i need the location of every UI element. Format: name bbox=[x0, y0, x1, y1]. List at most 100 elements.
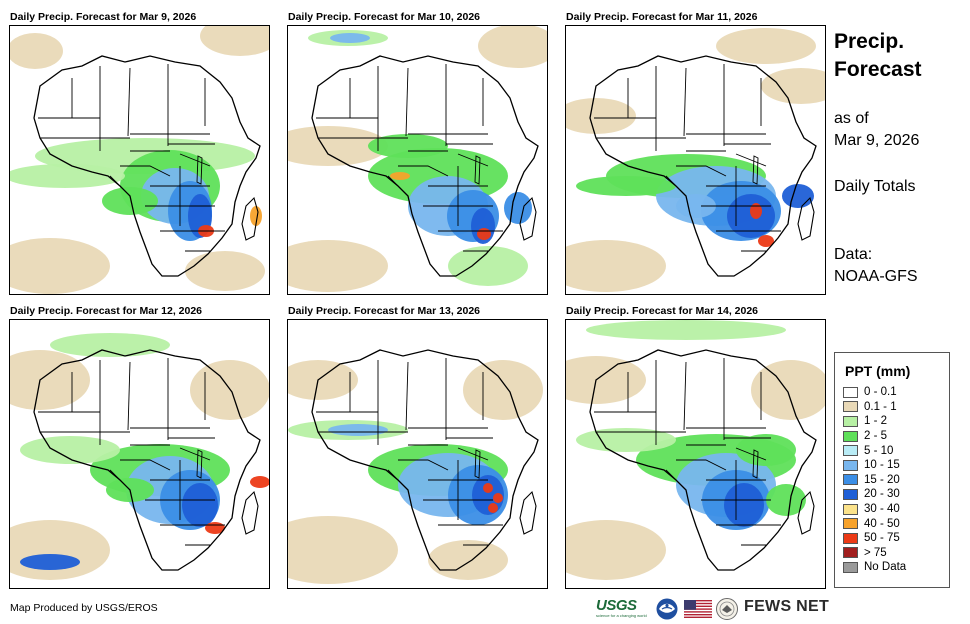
country-borders bbox=[316, 358, 503, 546]
precip-blob bbox=[10, 238, 110, 294]
fews-net-label: FEWS NET bbox=[744, 598, 830, 615]
title-line-2: Forecast bbox=[834, 58, 922, 81]
country-border bbox=[179, 447, 211, 461]
legend-swatch bbox=[843, 401, 858, 413]
precip-blob bbox=[716, 28, 816, 64]
precip-blob bbox=[102, 187, 158, 215]
legend-swatch bbox=[843, 561, 858, 573]
precip-blob bbox=[288, 516, 398, 584]
legend-label: 20 - 30 bbox=[864, 488, 900, 501]
legend-item: > 75 bbox=[843, 546, 949, 561]
precip-field bbox=[288, 26, 547, 292]
precip-blob bbox=[190, 360, 269, 420]
usgs-logo-text: USGS bbox=[596, 597, 637, 614]
usgs-tagline: science for a changing world bbox=[596, 613, 647, 618]
precip-blob bbox=[200, 26, 269, 56]
legend-item: 40 - 50 bbox=[843, 516, 949, 531]
map-credit: Map Produced by USGS/EROS bbox=[10, 602, 158, 614]
africa-coastline bbox=[311, 349, 539, 571]
panel-4-title: Daily Precip. Forecast for Mar 12, 2026 bbox=[10, 305, 203, 317]
precip-blob bbox=[566, 520, 666, 580]
title-line-1: Precip. bbox=[834, 30, 905, 53]
map-panel-2 bbox=[287, 25, 548, 295]
as-of-date: Mar 9, 2026 bbox=[834, 132, 920, 149]
precip-blob bbox=[736, 434, 796, 466]
precip-blob bbox=[288, 240, 388, 292]
legend-item: 5 - 10 bbox=[843, 443, 949, 458]
noaa-logo-icon bbox=[656, 598, 678, 620]
legend-swatch bbox=[843, 430, 858, 442]
legend-item: 50 - 75 bbox=[843, 531, 949, 546]
precip-blob bbox=[328, 424, 388, 436]
precip-blob bbox=[250, 206, 262, 226]
precip-blob bbox=[566, 356, 646, 404]
precip-blob bbox=[288, 360, 358, 400]
legend-item: 30 - 40 bbox=[843, 502, 949, 517]
panel-3-title: Daily Precip. Forecast for Mar 11, 2026 bbox=[566, 11, 758, 23]
lake-outline bbox=[196, 449, 203, 479]
precip-blob bbox=[428, 540, 508, 580]
precip-blob bbox=[288, 126, 388, 166]
legend-title: PPT (mm) bbox=[845, 363, 911, 379]
precip-blob bbox=[576, 176, 676, 196]
madagascar-outline bbox=[241, 490, 259, 535]
precip-blob bbox=[724, 483, 764, 527]
forecast-title: Precip. Forecast bbox=[834, 28, 922, 84]
country-border bbox=[127, 67, 131, 137]
legend-label: 0.1 - 1 bbox=[864, 400, 897, 413]
precip-blob bbox=[761, 68, 825, 104]
as-of-label: as of bbox=[834, 110, 869, 127]
precip-blob bbox=[576, 428, 676, 452]
madagascar-outline bbox=[519, 196, 537, 241]
madagascar-outline bbox=[797, 490, 815, 535]
precip-blob bbox=[493, 493, 503, 503]
legend-item: 20 - 30 bbox=[843, 487, 949, 502]
precip-field bbox=[566, 320, 825, 580]
precip-blob bbox=[750, 203, 762, 219]
country-border bbox=[179, 153, 211, 167]
precip-map-5 bbox=[288, 349, 543, 584]
precip-blob bbox=[488, 503, 498, 513]
data-label: Data: bbox=[834, 246, 873, 263]
legend-item: No Data bbox=[843, 560, 949, 575]
legend-swatch bbox=[843, 547, 858, 559]
legend-label: 1 - 2 bbox=[864, 415, 888, 428]
precip-map-1 bbox=[10, 26, 269, 294]
legend-item: 0.1 - 1 bbox=[843, 400, 949, 415]
precip-blob bbox=[182, 483, 218, 527]
madagascar-outline bbox=[519, 490, 537, 535]
country-border bbox=[735, 447, 767, 461]
lake-outline bbox=[752, 155, 759, 185]
precip-blob bbox=[483, 483, 493, 493]
africa-coastline bbox=[589, 55, 817, 277]
precip-blob bbox=[10, 520, 110, 580]
data-source: NOAA-GFS bbox=[834, 268, 918, 285]
country-border bbox=[405, 361, 409, 431]
precip-blob bbox=[368, 134, 448, 158]
precip-blob bbox=[448, 246, 528, 286]
precip-blob bbox=[10, 350, 90, 410]
country-borders bbox=[38, 64, 225, 252]
precip-map-6 bbox=[566, 320, 825, 580]
country-border bbox=[735, 153, 767, 167]
lake-outline bbox=[474, 155, 481, 185]
precip-blob bbox=[10, 33, 63, 69]
panel-5-title: Daily Precip. Forecast for Mar 13, 2026 bbox=[288, 305, 481, 317]
country-border bbox=[676, 165, 727, 177]
legend-swatch bbox=[843, 386, 858, 398]
map-panel-1 bbox=[9, 25, 270, 295]
precip-blob bbox=[250, 476, 269, 488]
panel-6-title: Daily Precip. Forecast for Mar 14, 2026 bbox=[566, 305, 759, 317]
precip-blob bbox=[50, 333, 170, 357]
africa-coastline bbox=[33, 55, 261, 277]
legend-item: 2 - 5 bbox=[843, 429, 949, 444]
legend-item: 10 - 15 bbox=[843, 458, 949, 473]
precip-blob bbox=[566, 240, 666, 292]
legend-swatch bbox=[843, 445, 858, 457]
legend-item: 0 - 0.1 bbox=[843, 385, 949, 400]
precip-field bbox=[566, 28, 825, 292]
lake-outline bbox=[196, 155, 203, 185]
country-borders bbox=[316, 64, 503, 252]
legend-swatch bbox=[843, 488, 858, 500]
country-border bbox=[120, 165, 171, 177]
